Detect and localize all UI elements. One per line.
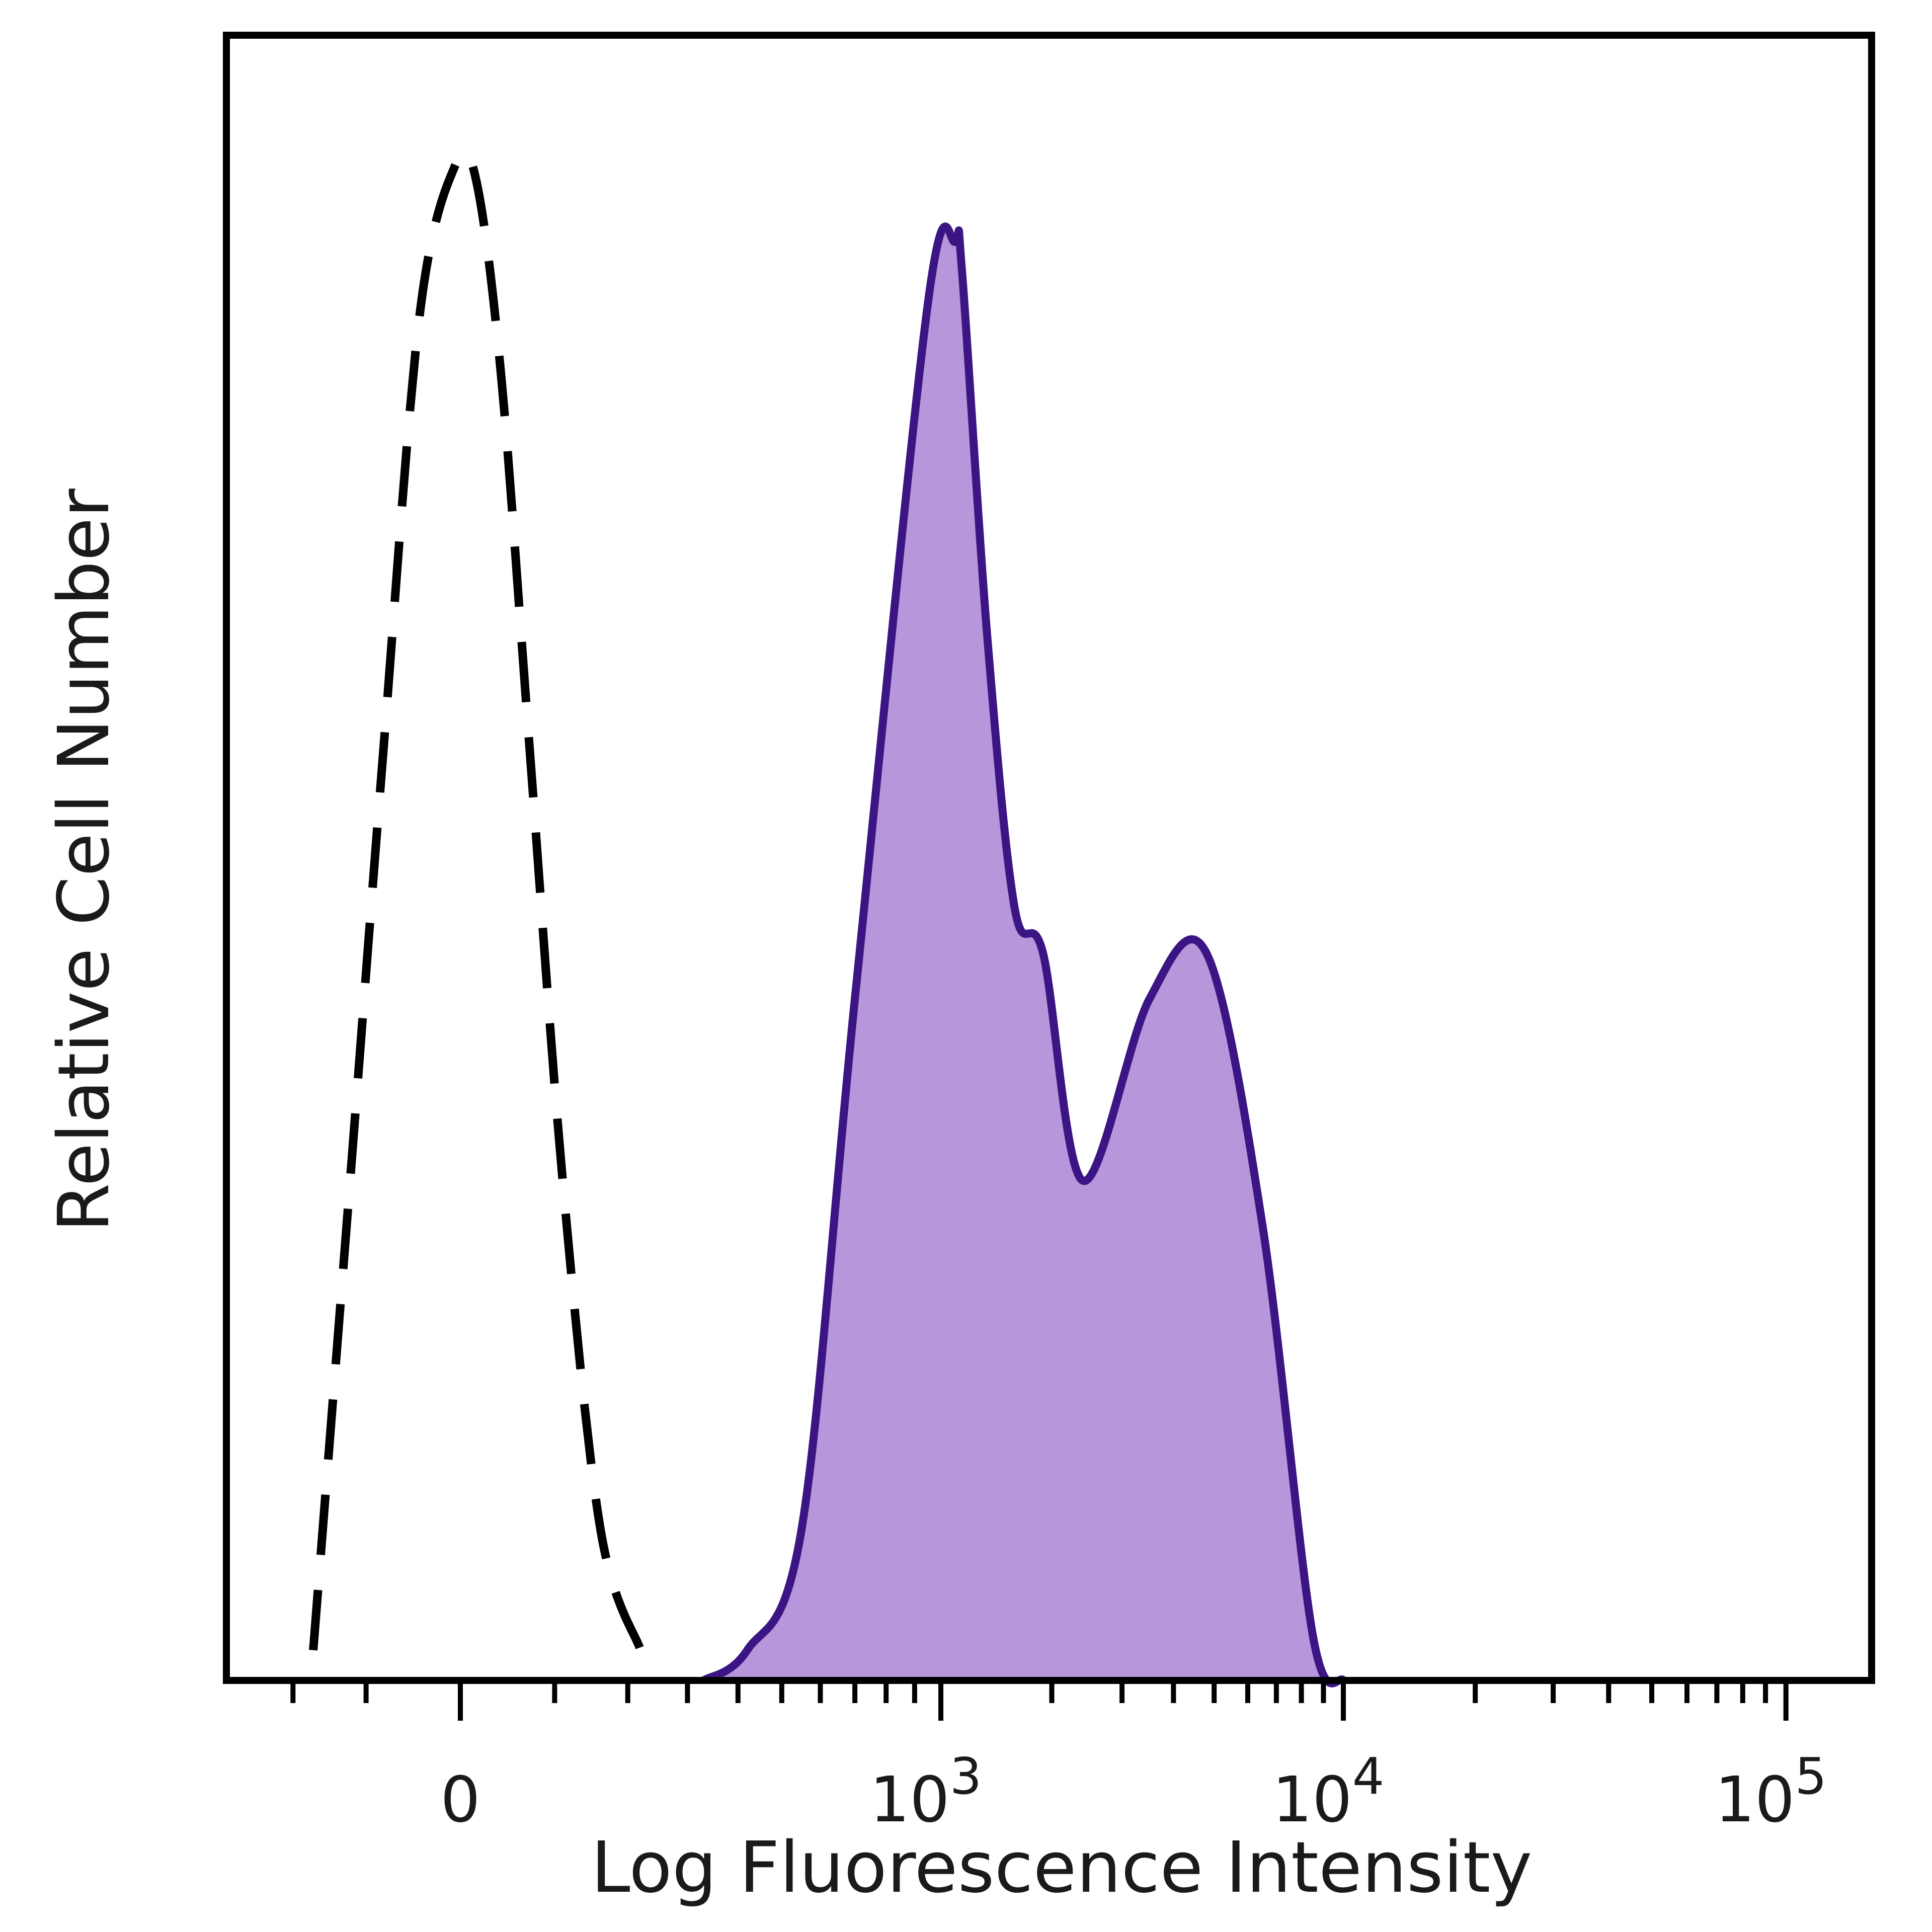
stained-histogram-fill [703,226,1343,1683]
x-tick-label-exponent: 5 [1795,1747,1827,1806]
x-tick-label-exponent: 4 [1352,1747,1385,1806]
plot-frame [223,32,1875,1684]
stained-histogram-outline [701,222,1347,1687]
x-axis-label: Log Fluorescence Intensity [591,1827,1533,1909]
plot-marks [309,147,1347,1687]
y-axis-label: Relative Cell Number [43,489,125,1232]
x-tick-label-exponent: 3 [950,1747,982,1806]
x-axis-tick-labels: 0 103 104 105 [440,1747,1827,1836]
x-tick-label: 103 [870,1747,982,1836]
x-tick-label: 0 [440,1763,480,1836]
x-axis-ticks [290,1680,1789,1721]
control-histogram-dashed-line [309,147,645,1652]
x-tick-label: 105 [1715,1747,1827,1836]
x-tick-label: 104 [1272,1747,1385,1836]
